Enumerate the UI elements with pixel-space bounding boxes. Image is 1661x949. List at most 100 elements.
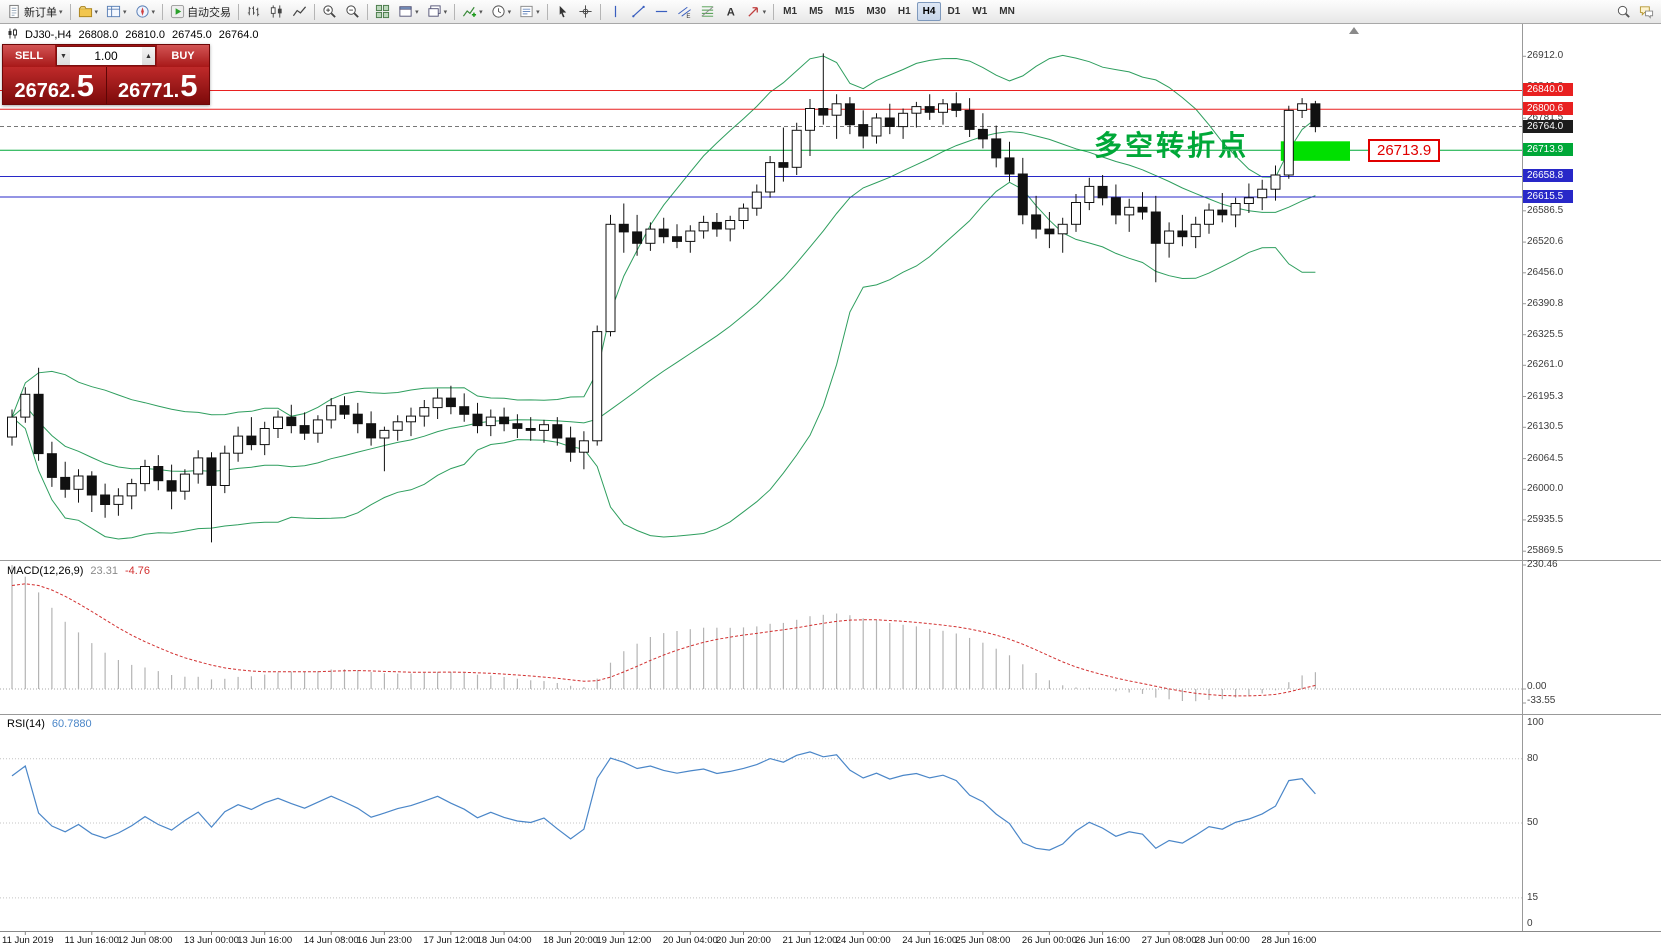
volume-input[interactable]: ▼ 1.00 ▲ xyxy=(56,46,156,66)
bar-chart-button[interactable] xyxy=(242,1,265,23)
vertical-line-button[interactable] xyxy=(604,1,627,23)
toolbar-separator xyxy=(546,3,548,20)
crosshair-icon xyxy=(578,4,593,19)
time-axis-label: 19 Jun 12:00 xyxy=(596,935,652,946)
toolbar-separator xyxy=(773,3,775,20)
chat-button[interactable] xyxy=(1635,1,1658,23)
chevron-down-icon: ▾ xyxy=(762,8,767,16)
volume-up-button[interactable]: ▲ xyxy=(142,47,155,65)
zoom-out-button[interactable] xyxy=(341,1,364,23)
price-axis-label: 26064.5 xyxy=(1527,452,1564,464)
time-axis-label: 11 Jun 2019 xyxy=(2,935,54,946)
rsi-axis-label: 100 xyxy=(1527,717,1544,728)
time-axis-label: 18 Jun 04:00 xyxy=(476,935,532,946)
crosshair-button[interactable] xyxy=(574,1,597,23)
profiles-list-button[interactable]: ▾ xyxy=(423,1,452,23)
chart-close-value: 26764.0 xyxy=(218,29,259,41)
volume-down-button[interactable]: ▼ xyxy=(57,47,70,65)
timeframe-m15-button[interactable]: M15 xyxy=(834,6,855,17)
zoomin-icon xyxy=(322,4,337,19)
timeframe-h1-button[interactable]: H1 xyxy=(897,6,911,17)
market-watch-button[interactable]: ▾ xyxy=(102,1,131,23)
volume-value[interactable]: 1.00 xyxy=(94,49,118,63)
search-button[interactable] xyxy=(1612,1,1635,23)
svg-text:A: A xyxy=(726,7,734,19)
price-badge: 26658.8 xyxy=(1523,169,1573,183)
new-order-button[interactable]: 新订单 ▾ xyxy=(3,1,67,23)
horizontal-line-button[interactable] xyxy=(650,1,673,23)
cursor-icon xyxy=(555,4,570,19)
text-label-button[interactable]: A xyxy=(719,1,742,23)
timeframe-h4-button[interactable]: H4 xyxy=(916,2,942,21)
time-axis-label: 21 Jun 12:00 xyxy=(782,935,838,946)
price-badge: 26713.9 xyxy=(1523,143,1573,157)
chart-symbol-period: DJ30-,H4 xyxy=(25,29,72,41)
chart-shift-marker-icon[interactable] xyxy=(1349,27,1359,34)
periods-button[interactable]: ▾ xyxy=(487,1,516,23)
macd-signal-line xyxy=(11,583,1316,697)
fibo-icon xyxy=(700,4,715,19)
new-chart-button[interactable]: ▾ xyxy=(394,1,423,23)
search-icon xyxy=(1616,4,1631,19)
tile-windows-button[interactable] xyxy=(371,1,394,23)
toolbar-separator xyxy=(367,3,369,20)
timeframe-mn-button[interactable]: MN xyxy=(999,6,1015,17)
highlight-zone-rectangle[interactable] xyxy=(1280,141,1350,161)
tline-icon xyxy=(631,4,646,19)
line-chart-button[interactable] xyxy=(288,1,311,23)
toolbar-right-group xyxy=(1612,1,1658,23)
price-axis-label: 26781.5 xyxy=(1527,112,1564,124)
equidistant-channel-button[interactable]: E xyxy=(673,1,696,23)
time-axis-label: 13 Jun 00:00 xyxy=(184,935,239,946)
sell-price-button[interactable]: 26762. 5 xyxy=(3,67,106,104)
time-axis-label: 24 Jun 00:00 xyxy=(835,935,891,946)
chart-open-value: 26808.0 xyxy=(78,29,119,41)
timeframe-w1-button[interactable]: W1 xyxy=(972,6,988,17)
clock-icon xyxy=(491,4,506,19)
chart-high-value: 26810.0 xyxy=(125,29,165,41)
templates-button[interactable]: ▾ xyxy=(515,1,544,23)
rsi-label: RSI(14) 60.7880 xyxy=(7,718,92,730)
time-axis-label: 12 Jun 08:00 xyxy=(117,935,173,946)
timeframe-m1-button[interactable]: M1 xyxy=(783,6,798,17)
rsi-value: 60.7880 xyxy=(51,718,92,730)
rsi-axis-label: 80 xyxy=(1527,752,1539,764)
navigator-button[interactable]: ▾ xyxy=(131,1,160,23)
charts-profiles-button[interactable]: ▾ xyxy=(74,1,103,23)
sell-button[interactable]: SELL xyxy=(3,45,55,67)
time-axis-label: 17 Jun 12:00 xyxy=(423,935,479,946)
buy-button[interactable]: BUY xyxy=(157,45,209,67)
template-icon xyxy=(519,4,534,19)
macd-histogram xyxy=(11,565,1317,702)
timeframe-m30-button[interactable]: M30 xyxy=(866,6,886,17)
indicators-button[interactable]: ▾ xyxy=(458,1,487,23)
cursor-button[interactable] xyxy=(551,1,574,23)
rsi-axis-label: 15 xyxy=(1527,891,1539,903)
bars-icon xyxy=(246,4,261,19)
price-axis-label: 26912.0 xyxy=(1527,50,1564,62)
auto-trading-button[interactable]: 自动交易 xyxy=(166,1,235,23)
timeframe-m5-button[interactable]: M5 xyxy=(809,6,823,17)
buy-price-button[interactable]: 26771. 5 xyxy=(105,67,210,104)
chevron-down-icon: ▾ xyxy=(123,8,127,16)
arrow-objects-button[interactable]: ▾ xyxy=(742,1,771,23)
zoom-in-button[interactable] xyxy=(318,1,341,23)
time-axis-label: 13 Jun 16:00 xyxy=(237,935,293,946)
fibonacci-retracement-button[interactable] xyxy=(696,1,719,23)
svg-text:E: E xyxy=(686,13,690,19)
time-axis-label: 20 Jun 04:00 xyxy=(662,935,718,946)
arrow-icon xyxy=(746,4,761,19)
timeframe-d1-button[interactable]: D1 xyxy=(947,6,961,17)
textA-icon: A xyxy=(723,4,738,19)
candlestick-chart-button[interactable] xyxy=(265,1,288,23)
macd-signal-value: -4.76 xyxy=(124,565,151,577)
auto-trading-button-label: 自动交易 xyxy=(187,6,232,19)
compass-icon xyxy=(135,4,150,19)
trendline-button[interactable] xyxy=(627,1,650,23)
time-axis-label: 28 Jun 00:00 xyxy=(1194,935,1250,946)
buy-price-dot: . xyxy=(173,80,180,102)
price-axis-label: 26000.0 xyxy=(1527,483,1564,495)
page-icon xyxy=(7,4,22,19)
